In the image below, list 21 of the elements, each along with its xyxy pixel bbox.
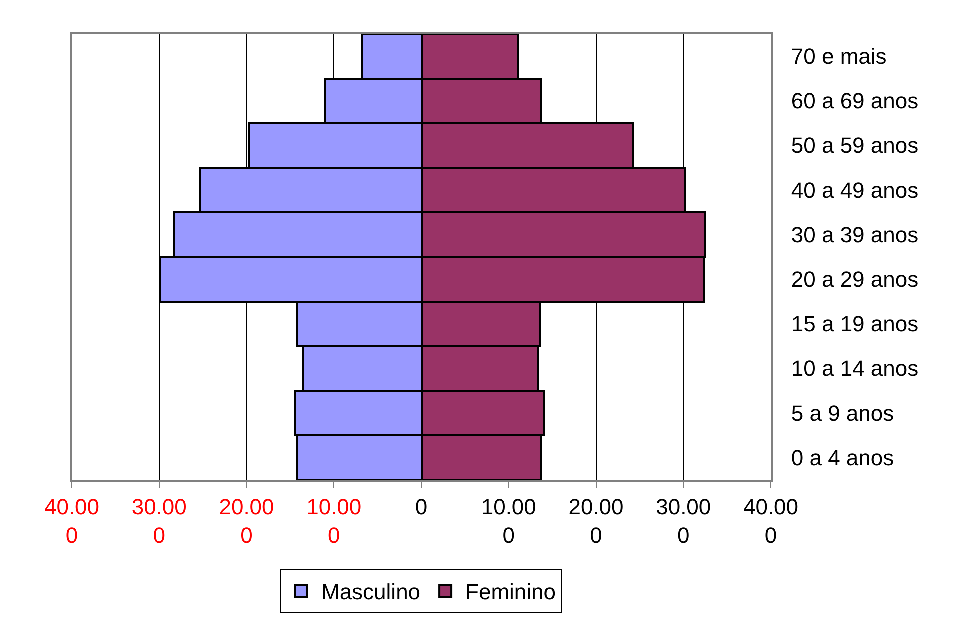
x-tick-label: 40.000 bbox=[743, 494, 799, 548]
y-tick-label: 15 a 19 anos bbox=[791, 312, 919, 337]
x-tick-label: 10.000 bbox=[481, 494, 536, 548]
x-tick-label: 40.000 bbox=[44, 494, 100, 548]
x-tick-label: 20.000 bbox=[219, 494, 274, 548]
legend-label: Masculino bbox=[322, 580, 421, 605]
x-tick-label: 20.000 bbox=[568, 494, 624, 548]
y-tick-label: 40 a 49 anos bbox=[791, 178, 919, 203]
x-tick-label: 30.000 bbox=[656, 494, 712, 548]
x-tick-label: 0 bbox=[415, 494, 428, 520]
y-tick-label: 30 a 39 anos bbox=[791, 222, 919, 248]
x-tick-label: 30.000 bbox=[132, 494, 187, 548]
legend-label: Feminino bbox=[466, 580, 556, 605]
y-tick-label: 5 a 9 anos bbox=[791, 400, 894, 426]
y-tick-label: 0 a 4 anos bbox=[791, 445, 894, 470]
y-tick-label: 20 a 29 anos bbox=[791, 267, 919, 292]
y-tick-label: 10 a 14 anos bbox=[791, 356, 919, 382]
y-tick-label: 60 a 69 anos bbox=[791, 88, 919, 114]
y-tick-label: 50 a 59 anos bbox=[791, 133, 919, 158]
x-tick-label: 10.000 bbox=[306, 494, 362, 548]
y-tick-label: 70 e mais bbox=[791, 44, 887, 69]
